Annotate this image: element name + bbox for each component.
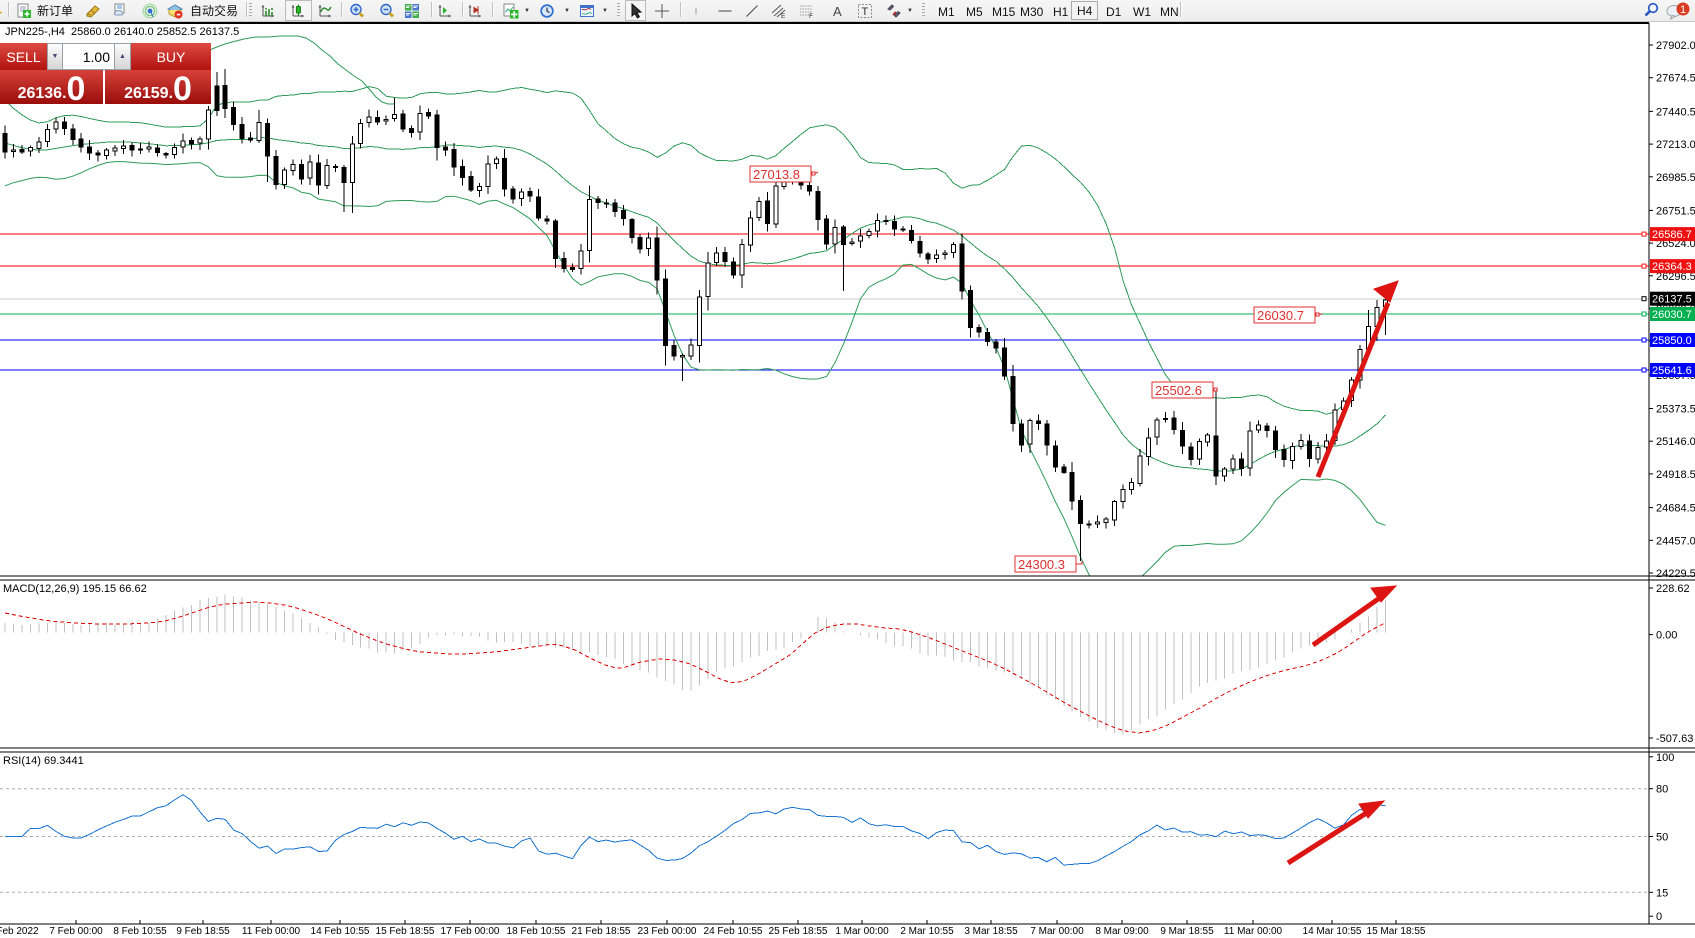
- svg-text:80: 80: [1656, 784, 1668, 796]
- svg-text:E: E: [781, 13, 786, 19]
- svg-text:1: 1: [1680, 4, 1686, 16]
- svg-text:24300.3: 24300.3: [1018, 557, 1065, 572]
- svg-text:25641.6: 25641.6: [1652, 365, 1692, 377]
- svg-text:26296.5: 26296.5: [1656, 271, 1695, 283]
- svg-text:14 Mar 10:55: 14 Mar 10:55: [1303, 926, 1362, 937]
- svg-text:0: 0: [1656, 911, 1662, 923]
- svg-text:25850.0: 25850.0: [1652, 335, 1692, 347]
- svg-text:9 Mar 18:55: 9 Mar 18:55: [1160, 926, 1214, 937]
- svg-text:24 Feb 10:55: 24 Feb 10:55: [704, 926, 763, 937]
- svg-text:9 Feb 18:55: 9 Feb 18:55: [176, 926, 230, 937]
- svg-text:228.62: 228.62: [1656, 583, 1690, 595]
- svg-text:A: A: [833, 4, 842, 19]
- svg-text:0.00: 0.00: [1656, 630, 1677, 642]
- svg-text:26364.3: 26364.3: [1652, 261, 1692, 273]
- svg-text:26586.7: 26586.7: [1652, 229, 1692, 241]
- svg-text:RSI(14) 69.3441: RSI(14) 69.3441: [3, 755, 84, 767]
- svg-text:26985.5: 26985.5: [1656, 172, 1695, 184]
- svg-text:8 Feb 10:55: 8 Feb 10:55: [113, 926, 167, 937]
- svg-text:7 Feb 00:00: 7 Feb 00:00: [49, 926, 103, 937]
- svg-text:1 Mar 00:00: 1 Mar 00:00: [835, 926, 889, 937]
- svg-text:17 Feb 00:00: 17 Feb 00:00: [441, 926, 500, 937]
- svg-text:25 Feb 18:55: 25 Feb 18:55: [769, 926, 828, 937]
- svg-text:4 Feb 2022: 4 Feb 2022: [0, 926, 39, 937]
- svg-text:27440.5: 27440.5: [1656, 106, 1695, 118]
- svg-text:24918.5: 24918.5: [1656, 469, 1695, 481]
- svg-text:3 Mar 18:55: 3 Mar 18:55: [964, 926, 1018, 937]
- svg-text:27013.8: 27013.8: [753, 167, 800, 182]
- svg-text:21 Feb 18:55: 21 Feb 18:55: [572, 926, 631, 937]
- svg-text:14 Feb 10:55: 14 Feb 10:55: [311, 926, 370, 937]
- svg-text:15 Mar 18:55: 15 Mar 18:55: [1367, 926, 1426, 937]
- svg-text:-507.63: -507.63: [1656, 733, 1693, 745]
- svg-text:26030.7: 26030.7: [1652, 309, 1692, 321]
- svg-text:24229.5: 24229.5: [1656, 568, 1695, 580]
- svg-text:25502.6: 25502.6: [1155, 383, 1202, 398]
- svg-text:8 Mar 09:00: 8 Mar 09:00: [1095, 926, 1149, 937]
- svg-text:24684.5: 24684.5: [1656, 503, 1695, 515]
- svg-text:T: T: [862, 6, 869, 18]
- svg-text:11 Feb 00:00: 11 Feb 00:00: [242, 926, 301, 937]
- svg-text:25373.5: 25373.5: [1656, 404, 1695, 416]
- svg-text:26137.5: 26137.5: [1652, 294, 1692, 306]
- svg-text:27213.0: 27213.0: [1656, 139, 1695, 151]
- svg-text:18 Feb 10:55: 18 Feb 10:55: [507, 926, 566, 937]
- svg-text:2 Mar 10:55: 2 Mar 10:55: [900, 926, 954, 937]
- svg-text:23 Feb 00:00: 23 Feb 00:00: [638, 926, 697, 937]
- svg-text:MACD(12,26,9) 195.15 66.62: MACD(12,26,9) 195.15 66.62: [3, 583, 147, 595]
- svg-text:25146.0: 25146.0: [1656, 436, 1695, 448]
- svg-text:24457.0: 24457.0: [1656, 535, 1695, 547]
- svg-text:50: 50: [1656, 832, 1668, 844]
- svg-text:100: 100: [1656, 752, 1674, 764]
- svg-text:15 Feb 18:55: 15 Feb 18:55: [376, 926, 435, 937]
- svg-text:26030.7: 26030.7: [1257, 308, 1304, 323]
- svg-text:27674.5: 27674.5: [1656, 73, 1695, 85]
- svg-text:15: 15: [1656, 887, 1668, 899]
- svg-text:7 Mar 00:00: 7 Mar 00:00: [1030, 926, 1084, 937]
- svg-text:11 Mar 00:00: 11 Mar 00:00: [1224, 926, 1283, 937]
- svg-text:27902.0: 27902.0: [1656, 40, 1695, 52]
- svg-text:F: F: [809, 13, 813, 19]
- svg-text:26751.5: 26751.5: [1656, 205, 1695, 217]
